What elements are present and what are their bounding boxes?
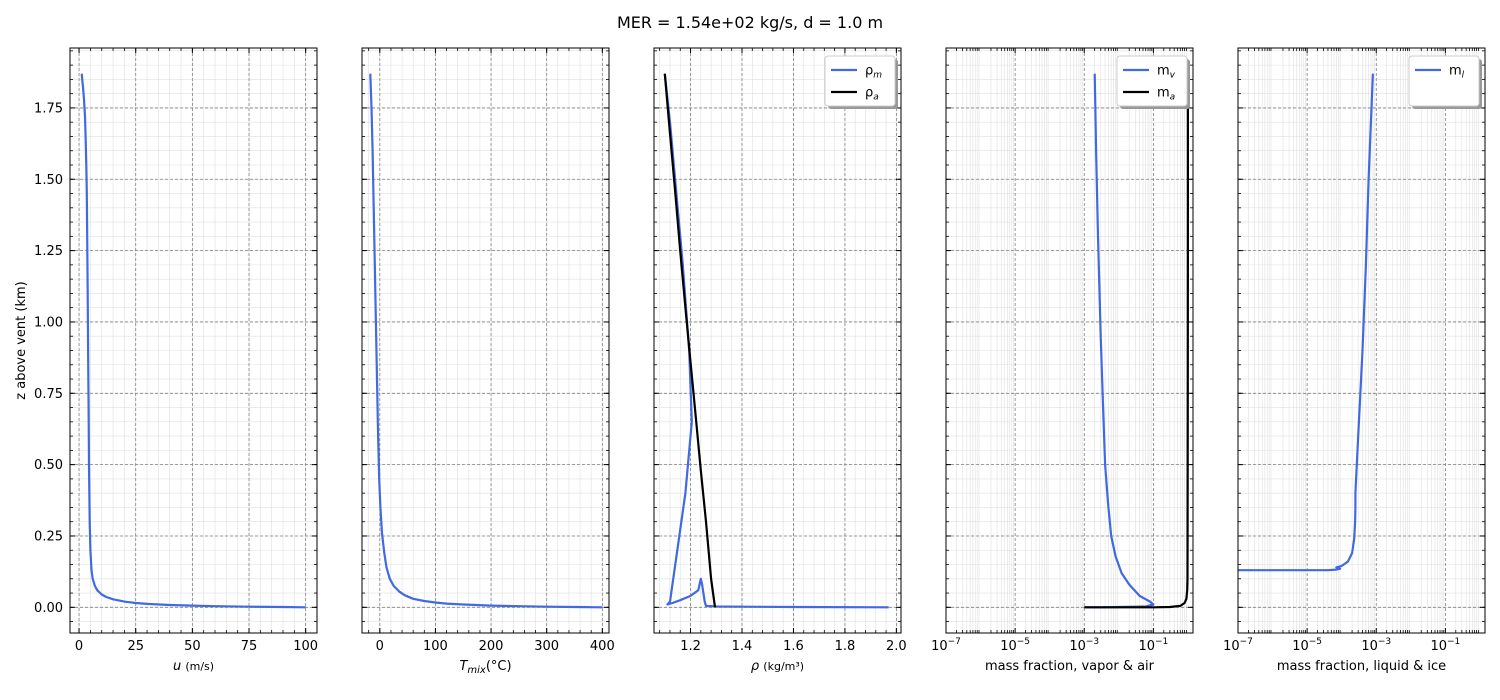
x-tick-label: 10−3 (1069, 637, 1099, 654)
legend-label: ρm (865, 64, 882, 81)
plot-frame (653, 47, 902, 634)
x-axis-label-subscript: mix (467, 665, 486, 676)
x-tick-exponent: −7 (948, 637, 961, 647)
x-tick-label: 10−7 (1223, 637, 1253, 654)
x-tick-label: 10−5 (1292, 637, 1322, 654)
x-tick-label: 100 (423, 639, 448, 654)
legend-box (824, 55, 896, 107)
panel-4: 10−7 10−5 10−3 10−1 mass fraction, vapor & a… (931, 47, 1194, 674)
y-tick-label: 1.50 (34, 173, 63, 188)
y-tick-label: 0.75 (34, 387, 63, 402)
x-tick-label: 10−7 (931, 637, 961, 654)
plot-frame (361, 47, 610, 634)
y-axis-label: z above vent (km) (14, 281, 29, 399)
x-tick-label: 25 (127, 639, 144, 654)
plot-frame (1237, 47, 1486, 634)
panel-1: 0 25 50 75 100 0.00 0.25 0.50 0.75 1.00 1.25 1.50 1.… (14, 47, 318, 674)
x-tick-label: 1.2 (680, 639, 701, 654)
y-tick-label: 0.50 (34, 458, 63, 473)
x-tick-exponent: −1 (1155, 637, 1168, 647)
x-tick-exponent: −5 (1309, 637, 1322, 647)
x-tick-label: 10−1 (1430, 637, 1460, 654)
legend-label: ml (1449, 64, 1465, 81)
x-tick-label: 1.4 (732, 639, 753, 654)
figure-title: MER = 1.54e+02 kg/s, d = 1.0 m (617, 13, 883, 32)
y-tick-label: 0.00 (34, 601, 63, 616)
x-axis-label-unit: (m/s) (185, 660, 214, 673)
panel-2: 0 100 200 300 400 Tmix(°C) (361, 47, 615, 676)
x-tick-exponent: −3 (1378, 637, 1391, 647)
legend-label-subscript: m (873, 71, 882, 81)
x-tick-label: 100 (293, 639, 318, 654)
x-tick-exponent: −1 (1447, 637, 1460, 647)
x-tick-label: 50 (184, 639, 201, 654)
x-tick-label: 10−5 (1000, 637, 1030, 654)
x-axis-label-symbol: u (173, 659, 185, 674)
x-axis-label: mass fraction, liquid & ice (1277, 659, 1446, 674)
legend-label-subscript: v (1170, 71, 1176, 81)
legend-label-subscript: a (873, 93, 879, 103)
legend-label-base: m (1157, 64, 1170, 79)
x-tick-label: 10−1 (1138, 637, 1168, 654)
x-tick-label: 75 (241, 639, 258, 654)
series-line-series-1 (369, 73, 603, 609)
legend-label: ρa (865, 86, 879, 103)
legend-box (1408, 55, 1480, 107)
x-axis-label-unit: (°C) (486, 659, 512, 674)
y-tick-label: 1.00 (34, 315, 63, 330)
legend-label: mv (1157, 64, 1176, 81)
x-axis-label: mass fraction, vapor & air (985, 659, 1155, 674)
legend-label-subscript: l (1462, 71, 1465, 81)
legend-label: ma (1157, 86, 1175, 103)
x-tick-label: 10−3 (1361, 637, 1391, 654)
x-tick-exponent: −5 (1017, 637, 1030, 647)
x-tick-label: 200 (479, 639, 504, 654)
x-tick-label: 0 (75, 639, 83, 654)
plot-frame (69, 47, 318, 634)
x-tick-exponent: −3 (1086, 637, 1099, 647)
y-tick-label: 0.25 (34, 529, 63, 544)
legend-label-base: m (1157, 86, 1170, 101)
x-tick-label: 300 (534, 639, 559, 654)
series-line-ρa (663, 73, 717, 608)
x-tick-label: 2.0 (886, 639, 907, 654)
x-tick-label: 0 (376, 639, 384, 654)
y-tick-label: 1.75 (34, 101, 63, 116)
x-tick-label: 1.6 (783, 639, 804, 654)
legend-label-base: ρ (865, 86, 873, 101)
y-tick-label: 1.25 (34, 244, 63, 259)
x-axis-label-unit: (kg/m³) (763, 660, 804, 673)
x-tick-label: 1.8 (835, 639, 856, 654)
x-axis-label: Tmix(°C) (459, 659, 511, 676)
x-axis-label: ρ (kg/m³) (751, 659, 804, 674)
x-tick-exponent: −7 (1240, 637, 1253, 647)
legend-label-base: ρ (865, 64, 873, 79)
series-line-ml (1238, 73, 1374, 572)
panel-5: 10−7 10−5 10−3 10−1 mass fraction, liquid & … (1223, 47, 1486, 674)
x-axis-label: u (m/s) (173, 659, 214, 674)
legend-box (1116, 55, 1188, 107)
plot-frame (945, 47, 1194, 634)
legend-label-base: m (1449, 64, 1462, 79)
x-axis-label-symbol: ρ (751, 659, 763, 674)
series-line-series-1 (80, 73, 306, 609)
series-line-ma (1084, 73, 1190, 609)
x-tick-label: 400 (590, 639, 615, 654)
legend-label-subscript: a (1170, 93, 1176, 103)
x-axis-label-symbol: T (459, 659, 468, 674)
